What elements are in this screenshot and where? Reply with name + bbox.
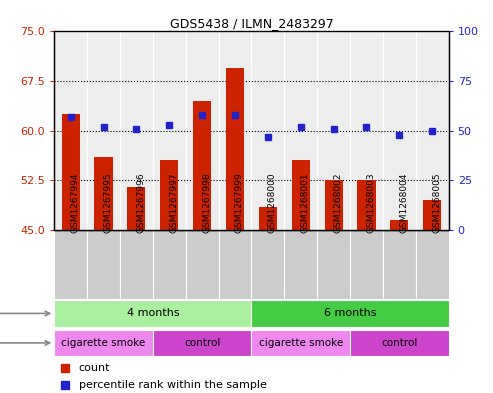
Bar <box>284 31 317 230</box>
Bar <box>95 157 112 230</box>
Bar <box>186 230 218 299</box>
Bar <box>292 160 310 230</box>
Bar <box>153 230 186 299</box>
Text: 4 months: 4 months <box>127 309 179 318</box>
Text: GSM1268003: GSM1268003 <box>366 173 376 233</box>
Bar <box>284 230 317 299</box>
Bar <box>87 230 120 299</box>
Bar <box>120 31 153 230</box>
Text: GSM1268001: GSM1268001 <box>301 173 310 233</box>
Text: GSM1268005: GSM1268005 <box>432 173 441 233</box>
Text: GSM1267995: GSM1267995 <box>104 173 112 233</box>
Text: cigarette smoke: cigarette smoke <box>62 338 145 348</box>
Text: GSM1267994: GSM1267994 <box>70 173 80 233</box>
Text: GSM1268002: GSM1268002 <box>334 173 343 233</box>
Bar <box>383 31 416 230</box>
Bar <box>218 31 251 230</box>
Bar <box>160 160 178 230</box>
Text: control: control <box>381 338 418 348</box>
Bar <box>350 330 449 356</box>
Bar <box>186 31 218 230</box>
Bar <box>62 114 80 230</box>
Text: stress: stress <box>0 338 50 348</box>
Text: 6 months: 6 months <box>324 309 376 318</box>
Bar <box>416 31 449 230</box>
Bar <box>226 68 244 230</box>
Text: GSM1268000: GSM1268000 <box>268 173 277 233</box>
Bar <box>87 31 120 230</box>
Text: age: age <box>0 309 50 318</box>
Bar <box>383 230 416 299</box>
Bar <box>251 31 284 230</box>
Text: GSM1267996: GSM1267996 <box>137 173 145 233</box>
Bar <box>251 300 449 327</box>
Text: GSM1267998: GSM1267998 <box>202 173 211 233</box>
Bar <box>350 230 383 299</box>
Bar <box>54 230 87 299</box>
Bar <box>416 230 449 299</box>
Bar <box>251 230 284 299</box>
Bar <box>317 230 350 299</box>
Bar <box>218 230 251 299</box>
Bar <box>350 31 383 230</box>
Bar <box>317 31 350 230</box>
Text: GSM1268004: GSM1268004 <box>399 173 408 233</box>
Bar <box>120 230 153 299</box>
Bar <box>324 180 343 230</box>
Text: cigarette smoke: cigarette smoke <box>259 338 343 348</box>
Bar <box>251 330 350 356</box>
Bar <box>153 31 186 230</box>
Bar <box>193 101 211 230</box>
Bar <box>423 200 441 230</box>
Bar <box>54 330 153 356</box>
Bar <box>127 187 145 230</box>
Bar <box>259 207 277 230</box>
Bar <box>153 330 251 356</box>
Text: count: count <box>79 362 110 373</box>
Title: GDS5438 / ILMN_2483297: GDS5438 / ILMN_2483297 <box>170 17 333 30</box>
Bar <box>390 220 408 230</box>
Bar <box>357 180 376 230</box>
Text: percentile rank within the sample: percentile rank within the sample <box>79 380 267 390</box>
Text: control: control <box>184 338 220 348</box>
Text: GSM1267999: GSM1267999 <box>235 173 244 233</box>
Bar <box>54 300 251 327</box>
Text: GSM1267997: GSM1267997 <box>169 173 178 233</box>
Bar <box>54 31 87 230</box>
